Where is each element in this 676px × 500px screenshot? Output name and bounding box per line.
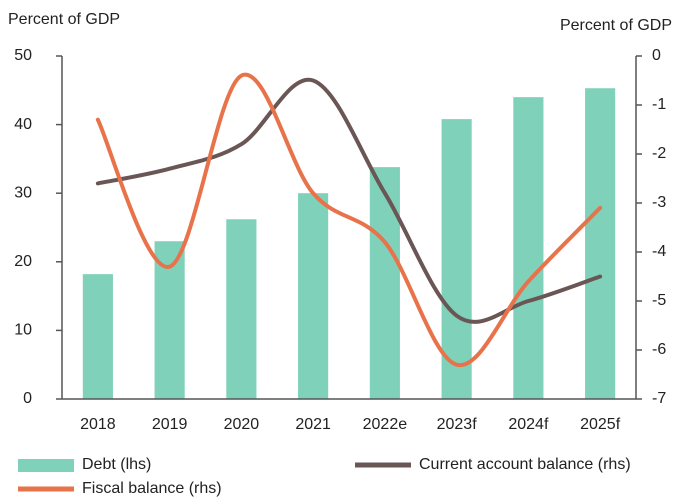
x-tick-label: 2021	[295, 416, 331, 433]
bar	[369, 167, 400, 399]
x-tick-label: 2020	[224, 416, 260, 433]
bar	[298, 193, 329, 399]
y2-tick-label: -7	[652, 390, 666, 407]
y2-tick-label: 0	[652, 47, 661, 64]
legend-label: Debt (lhs)	[82, 456, 151, 473]
bar	[82, 274, 113, 399]
bar	[226, 219, 257, 399]
line	[95, 72, 603, 367]
bar	[585, 88, 616, 399]
y2-tick-label: -1	[652, 96, 666, 113]
x-tick-label: 2023f	[437, 416, 478, 433]
y-tick-label: 30	[14, 184, 32, 201]
y2-tick-label: -3	[652, 194, 666, 211]
y-axis-label: Percent of GDP	[8, 11, 120, 28]
y2-tick-label: -5	[652, 292, 666, 309]
bar	[441, 119, 472, 399]
y-tick-label: 40	[14, 116, 32, 133]
y2-tick-label: -2	[652, 145, 666, 162]
y2-tick-label: -4	[652, 243, 666, 260]
legend-swatch	[18, 459, 74, 472]
x-tick-label: 2019	[152, 416, 188, 433]
bar	[513, 97, 544, 399]
legend-label: Current account balance (rhs)	[419, 456, 631, 473]
x-tick-label: 2024f	[508, 416, 549, 433]
y2-tick-label: -6	[652, 341, 666, 358]
x-tick-label: 2022e	[363, 416, 408, 433]
x-tick-label: 2018	[80, 416, 116, 433]
y-tick-label: 20	[14, 253, 32, 270]
y-tick-label: 10	[14, 322, 32, 339]
legend-label: Fiscal balance (rhs)	[82, 480, 222, 497]
x-tick-label: 2025f	[580, 416, 621, 433]
y-tick-label: 0	[23, 390, 32, 407]
y2-axis-label: Percent of GDP	[560, 17, 672, 34]
y-tick-label: 50	[14, 47, 32, 64]
